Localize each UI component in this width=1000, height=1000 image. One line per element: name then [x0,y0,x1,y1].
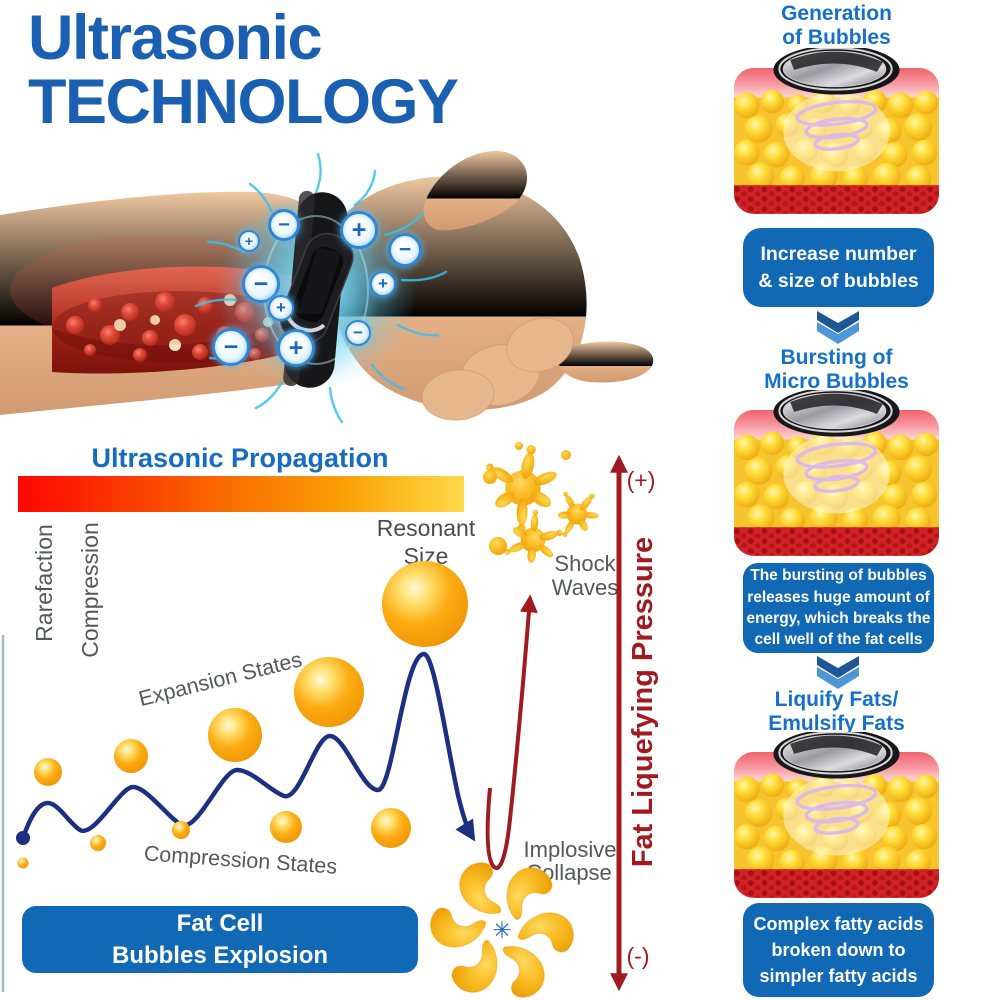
plus-badge-icon: + [370,271,396,297]
step2-box-line: The bursting of bubbles [750,567,927,585]
shock-waves-label: Shock [554,551,616,576]
step1-heading: Generation of Bubbles [733,2,940,49]
propagation-gradient-bar [18,476,464,512]
footer-box-line2: Bubbles Explosion [111,941,329,969]
step1-box-line: Increase number [760,243,917,266]
chevron-down-icon [817,311,859,344]
shock-wave-arrow [485,594,538,871]
step3-heading: Liquify Fats/ Emulsify Fats [733,688,940,735]
step1-heading-line1: Generation [781,2,892,25]
step1-fatcell-image [733,48,940,218]
plus-badge-icon: + [340,211,378,249]
minus-badge-icon: − [212,328,250,366]
step2-box-line: releases huge amount of [747,588,930,606]
wrist-device-illustration [0,151,654,424]
page-title-line1: Ultrasonic [28,3,323,73]
page-title: Ultrasonic TECHNOLOGY [28,3,459,138]
step2-box-line: cell well of the fat cells [754,631,923,649]
wave-start-dot [16,831,30,845]
step1-description-box: Increase number & size of bubbles [743,228,934,307]
plus-badge-icon: + [277,329,315,367]
step1-heading-line2: of Bubbles [782,25,891,49]
fat-liquefying-pressure-label: Fat Liquefying Pressure [627,537,659,867]
fat-splatters [473,440,609,571]
plus-badge-icon: + [268,295,294,321]
fat-cell-explosion-pinwheel: ✳ [430,856,574,1000]
compression-states-label: Compression States [143,841,338,878]
step3-fatcell-image [733,732,940,902]
step2-heading-line1: Bursting of [780,346,893,369]
step1-box-line: & size of bubbles [758,269,919,292]
footer-box-line1: Fat Cell [176,910,264,938]
ultrasonic-propagation-chart: Ultrasonic Propagation Rarefaction Compr… [1,440,659,1000]
curled-fingers [421,317,574,421]
step3-heading-line1: Liquify Fats/ [774,688,899,711]
minus-badge-icon: − [268,209,300,241]
step2-fatcell-image [733,390,940,560]
rarefaction-label: Rarefaction [31,524,57,642]
shock-waves-label-line2: Waves [552,575,618,600]
resonant-bubble [382,561,468,647]
step3-box-line: broken down to [771,939,906,960]
minus-badge-icon: − [388,233,422,267]
compression-bubbles [17,808,411,869]
expansion-states-label: Expansion States [136,647,304,711]
chart-title: Ultrasonic Propagation [91,443,388,473]
pressure-minus-label: (-) [627,943,650,969]
compression-label: Compression [77,522,103,658]
step2-heading: Bursting of Micro Bubbles [733,346,940,393]
burst-asterisk-icon: ✳ [492,917,511,943]
bubble-oscillation-wave [20,651,476,842]
step3-description-box: Complex fatty acids broken down to simpl… [743,903,934,997]
thumb [423,151,528,231]
chevron-down-icon [817,656,859,689]
step3-box-line: simpler fatty acids [759,966,918,987]
fat-cell-bubbles-explosion-box: Fat Cell Bubbles Explosion [22,906,418,973]
implosive-collapse-label: Implosive [524,837,617,862]
expansion-bubbles [34,561,468,786]
resonant-size-label: Resonant [377,515,476,541]
step2-box-line: energy, which breaks the [746,610,931,627]
index-finger [557,341,654,383]
page-title-line2: TECHNOLOGY [28,67,459,138]
step2-heading-line2: Micro Bubbles [764,369,909,393]
step3-heading-line2: Emulsify Fats [768,711,905,735]
step2-description-box: The bursting of bubbles releases huge am… [743,563,934,653]
step3-box-line: Complex fatty acids [753,913,924,934]
pressure-plus-label: (+) [627,467,656,493]
plus-badge-icon: + [238,230,260,252]
minus-badge-icon: − [345,320,371,346]
